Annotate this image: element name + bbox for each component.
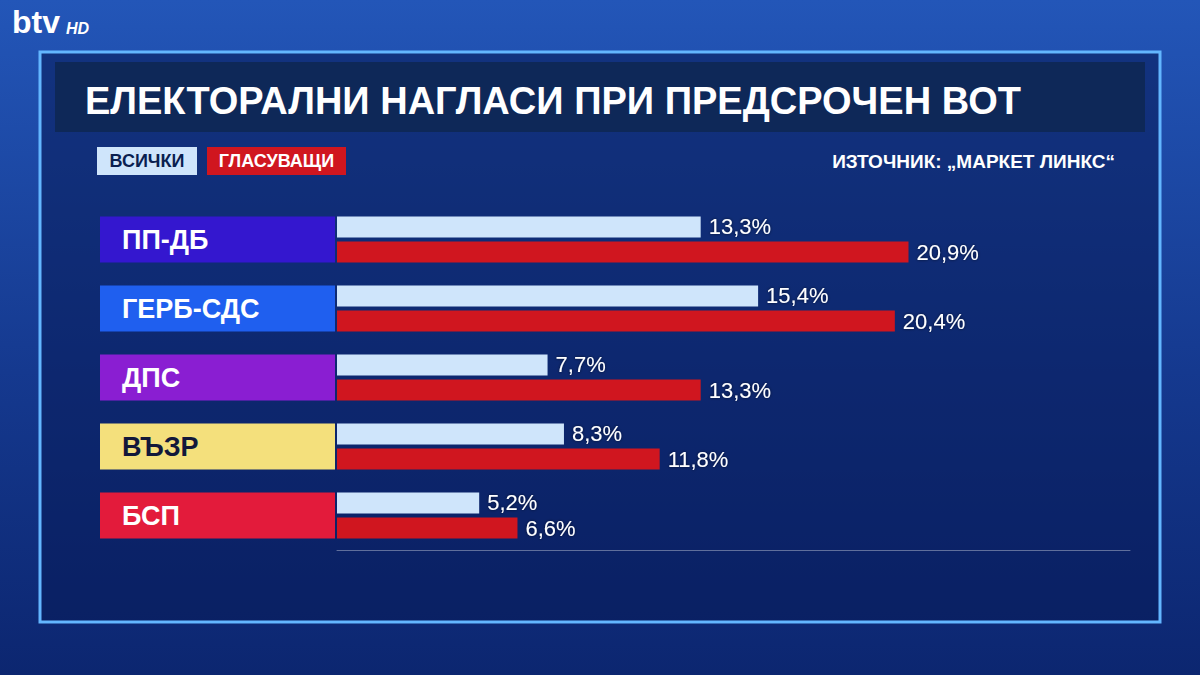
svg-text:20,4%: 20,4% bbox=[903, 309, 965, 334]
svg-text:ИЗТОЧНИК: „МАРКЕТ ЛИНКС“: ИЗТОЧНИК: „МАРКЕТ ЛИНКС“ bbox=[832, 151, 1115, 172]
svg-text:ВЪЗР: ВЪЗР bbox=[122, 432, 199, 462]
svg-text:ГЕРБ-СДС: ГЕРБ-СДС bbox=[122, 294, 260, 324]
svg-text:6,6%: 6,6% bbox=[525, 516, 575, 541]
svg-text:8,3%: 8,3% bbox=[572, 421, 622, 446]
svg-text:ДПС: ДПС bbox=[122, 363, 180, 393]
svg-text:11,8%: 11,8% bbox=[668, 447, 729, 472]
svg-text:БСП: БСП bbox=[122, 501, 180, 531]
svg-text:15,4%: 15,4% bbox=[766, 283, 828, 308]
svg-text:ВСИЧКИ: ВСИЧКИ bbox=[110, 151, 185, 171]
svg-text:5,2%: 5,2% bbox=[487, 490, 537, 515]
svg-text:ГЛАСУВАЩИ: ГЛАСУВАЩИ bbox=[219, 151, 334, 171]
svg-text:7,7%: 7,7% bbox=[556, 352, 606, 377]
svg-text:20,9%: 20,9% bbox=[917, 240, 979, 265]
svg-text:13,3%: 13,3% bbox=[709, 378, 771, 403]
svg-text:HD: HD bbox=[66, 20, 90, 37]
svg-text:ПП-ДБ: ПП-ДБ bbox=[122, 225, 208, 255]
svg-text:ЕЛЕКТОРАЛНИ НАГЛАСИ ПРИ ПРЕДСР: ЕЛЕКТОРАЛНИ НАГЛАСИ ПРИ ПРЕДСРОЧЕН ВОТ bbox=[85, 80, 1021, 122]
svg-text:13,3%: 13,3% bbox=[709, 214, 771, 239]
svg-text:btv: btv bbox=[12, 4, 60, 40]
